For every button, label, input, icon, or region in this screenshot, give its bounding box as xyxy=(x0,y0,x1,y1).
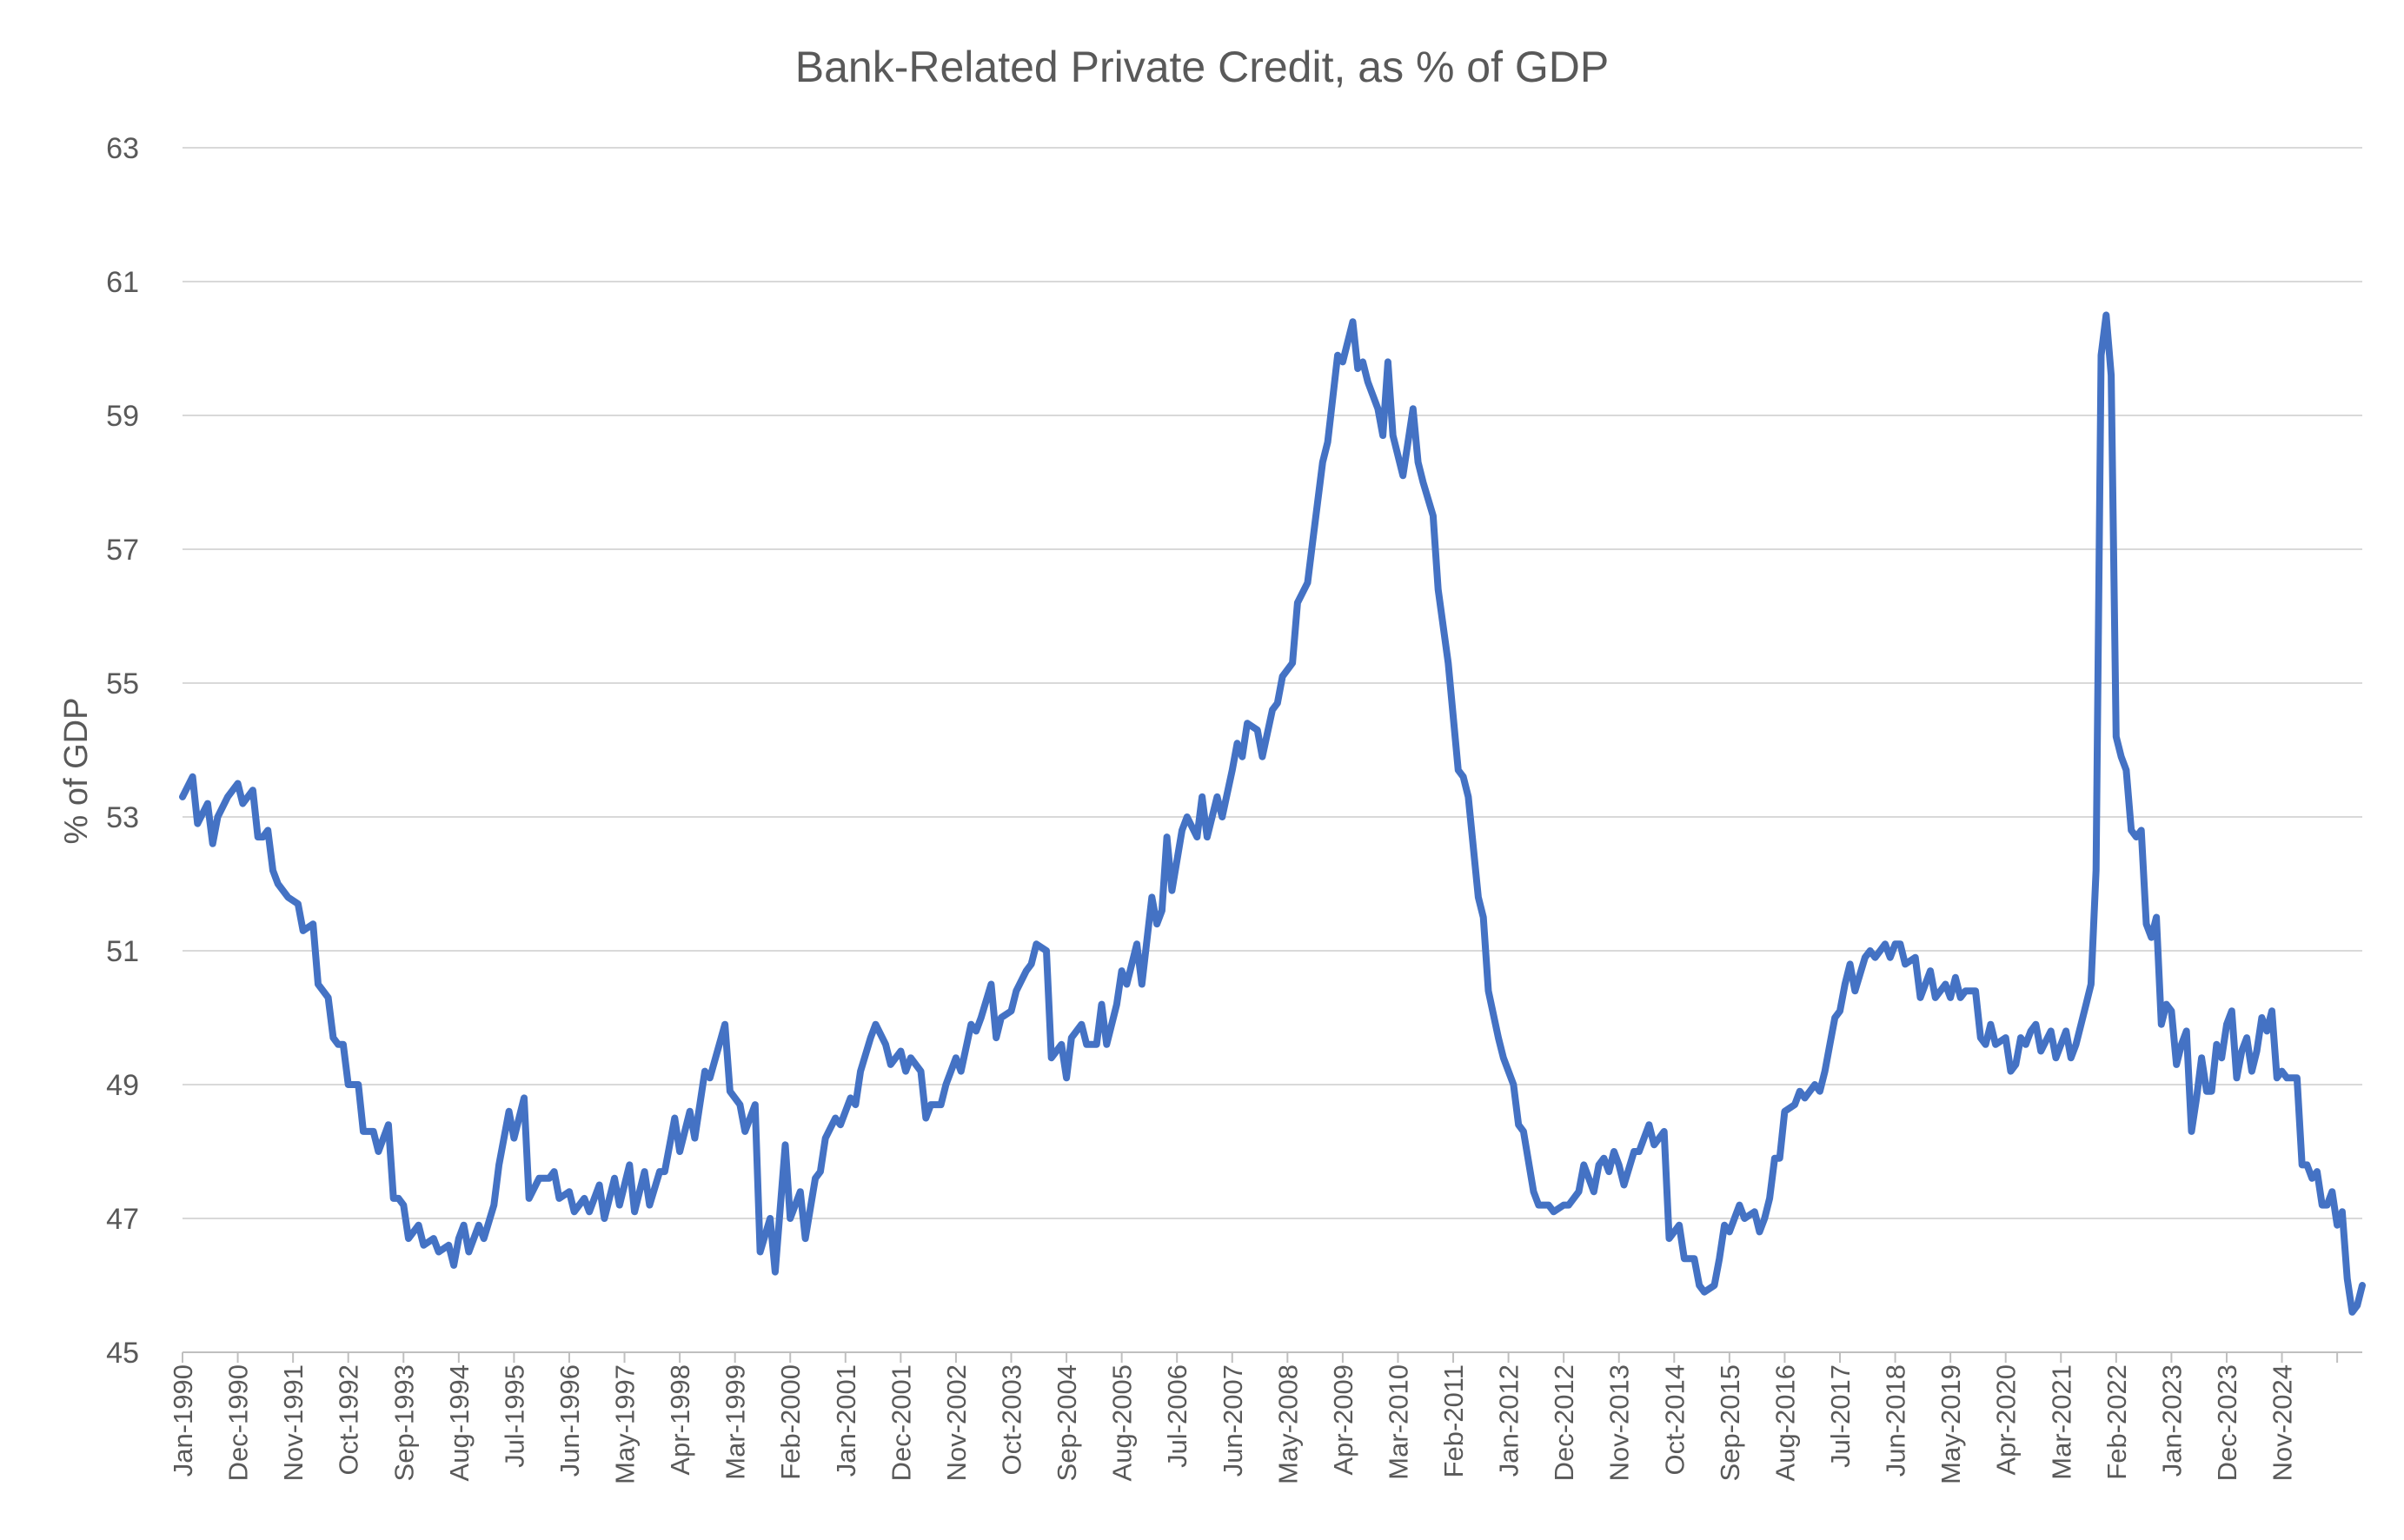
x-tick-label: Aug-1994 xyxy=(444,1364,475,1481)
y-tick-label: 61 xyxy=(106,266,139,299)
y-axis-label: % of GDP xyxy=(58,698,95,845)
y-axis-ticks: 45 47 49 51 53 55 57 59 61 63 xyxy=(106,132,139,1370)
x-tick-label: Mar-2021 xyxy=(2046,1364,2076,1480)
y-tick-label: 51 xyxy=(106,935,139,968)
x-tick-label: Sep-2015 xyxy=(1715,1364,1745,1481)
x-tick-label: Dec-2012 xyxy=(1549,1364,1579,1481)
x-tick-label: Feb-2000 xyxy=(775,1364,806,1480)
x-tick-label: Feb-2022 xyxy=(2102,1364,2132,1480)
series-layer xyxy=(179,311,2366,1316)
x-tick-label: Mar-1999 xyxy=(721,1364,751,1480)
x-tick-label: May-2019 xyxy=(1936,1364,1966,1484)
x-tick-label: Aug-2016 xyxy=(1770,1364,1800,1481)
x-tick-label: May-1997 xyxy=(610,1364,641,1484)
x-axis: Jan-1990 Dec-1990 Nov-1991 Oct-1992 Sep-1993… xyxy=(168,1351,2362,1484)
y-tick-label: 45 xyxy=(106,1337,139,1370)
x-tick-label: Nov-1991 xyxy=(278,1364,309,1481)
x-tick-label: May-2008 xyxy=(1272,1364,1303,1484)
y-tick-label: 53 xyxy=(106,801,139,834)
x-tick-label: Jan-1990 xyxy=(168,1364,198,1477)
x-tick-label: Mar-2010 xyxy=(1383,1364,1413,1480)
x-tick-label: Oct-2003 xyxy=(997,1364,1027,1476)
x-tick-label: Jul-2006 xyxy=(1162,1364,1192,1468)
x-tick-label: Jul-1995 xyxy=(499,1364,529,1468)
chart-title: Bank-Related Private Credit, as % of GDP xyxy=(795,43,1610,91)
x-tick-label: Jun-2007 xyxy=(1218,1364,1248,1477)
x-tick-label: Sep-1993 xyxy=(388,1364,419,1481)
series-line xyxy=(179,311,2366,1316)
x-tick-label: Oct-1992 xyxy=(334,1364,364,1476)
x-tick-label: Apr-2020 xyxy=(1991,1364,2022,1476)
y-tick-label: 47 xyxy=(106,1203,139,1236)
x-tick-label: Nov-2024 xyxy=(2268,1364,2298,1481)
x-tick-label: Dec-2001 xyxy=(886,1364,916,1481)
x-tick-label: Jun-1996 xyxy=(555,1364,585,1477)
y-tick-label: 59 xyxy=(106,400,139,433)
x-tick-label: Oct-2014 xyxy=(1659,1364,1690,1476)
x-tick-label: Jan-2012 xyxy=(1494,1364,1524,1477)
x-tick-label: Apr-1998 xyxy=(665,1364,695,1476)
x-tick-label: Jun-2018 xyxy=(1881,1364,1911,1477)
y-tick-label: 49 xyxy=(106,1069,139,1102)
y-tick-label: 63 xyxy=(106,132,139,165)
x-tick-label: Nov-2002 xyxy=(941,1364,972,1481)
y-tick-label: 55 xyxy=(106,667,139,700)
y-tick-label: 57 xyxy=(106,534,139,567)
x-tick-label: Jan-2001 xyxy=(831,1364,861,1477)
x-tick-label: Aug-2005 xyxy=(1107,1364,1138,1481)
x-tick-label: Dec-1990 xyxy=(223,1364,254,1481)
x-tick-label: Dec-2023 xyxy=(2212,1364,2242,1481)
x-tick-label: Jan-2023 xyxy=(2156,1364,2187,1477)
gridlines xyxy=(183,147,2362,1219)
x-tick-label: Apr-2009 xyxy=(1328,1364,1358,1476)
x-tick-label: Jul-2017 xyxy=(1825,1364,1856,1468)
x-tick-label: Sep-2004 xyxy=(1052,1364,1082,1481)
x-tick-label: Feb-2011 xyxy=(1438,1364,1469,1477)
x-tick-label: Nov-2013 xyxy=(1604,1364,1635,1481)
